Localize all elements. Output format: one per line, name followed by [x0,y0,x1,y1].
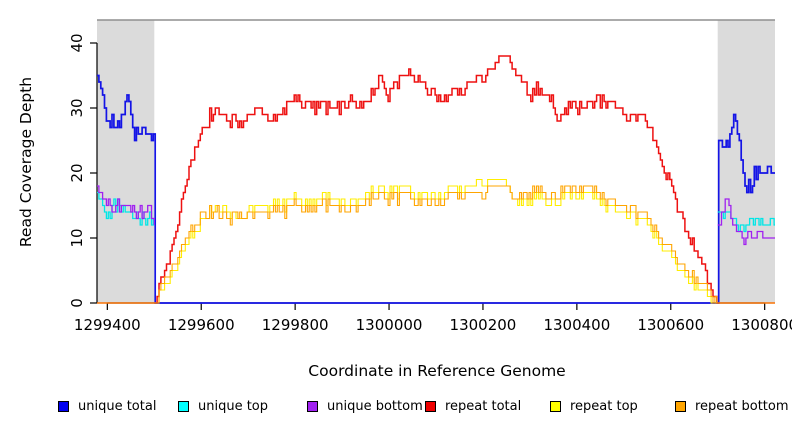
series-unique-top [717,211,775,233]
legend-item-unique-bottom: unique bottom [307,394,423,418]
y-tick-label: 10 [68,228,86,248]
series-repeat-top [97,178,775,304]
y-axis-title: Read Coverage Depth [17,76,35,248]
y-tick-label: 40 [68,33,86,53]
legend-item-repeat-total: repeat total [425,394,521,418]
legend-swatch [307,400,318,412]
legend-swatch [675,400,686,412]
legend-label: repeat top [570,398,638,414]
legend-label: repeat bottom [695,398,789,414]
chart-legend: unique total unique top unique bottom repea… [0,394,792,418]
series-unique-total [97,74,775,304]
x-tick-label: 1300800 [731,316,792,334]
legend-label: unique total [78,398,157,414]
x-tick-label: 1299400 [73,316,141,334]
x-tick-label: 1300200 [449,316,517,334]
legend-swatch [425,400,436,412]
legend-item-repeat-bottom: repeat bottom [675,394,789,418]
x-tick-label: 1300600 [637,316,705,334]
legend-item-repeat-top: repeat top [550,394,638,418]
legend-item-unique-top: unique top [178,394,268,418]
y-tick-label: 30 [68,98,86,118]
series-repeat-total [97,55,775,304]
legend-swatch [550,400,561,412]
y-tick-label: 20 [68,163,86,183]
legend-label: unique bottom [327,398,423,414]
series-unique-bottom [717,198,775,246]
x-tick-label: 1300400 [543,316,611,334]
shaded-region [717,20,775,303]
legend-swatch [178,400,189,412]
series-repeat-bottom [97,185,775,304]
x-tick-label: 1299600 [167,316,235,334]
x-tick-label: 1299800 [261,316,329,334]
x-axis-title: Coordinate in Reference Genome [308,362,566,380]
legend-item-unique-total: unique total [58,394,156,418]
legend-label: repeat total [445,398,522,414]
legend-swatch [58,400,69,412]
x-tick-label: 1300000 [355,316,423,334]
y-tick-label: 0 [68,298,86,308]
legend-label: unique top [198,398,269,414]
series-unique-bottom [97,185,155,225]
shaded-region [97,20,155,303]
